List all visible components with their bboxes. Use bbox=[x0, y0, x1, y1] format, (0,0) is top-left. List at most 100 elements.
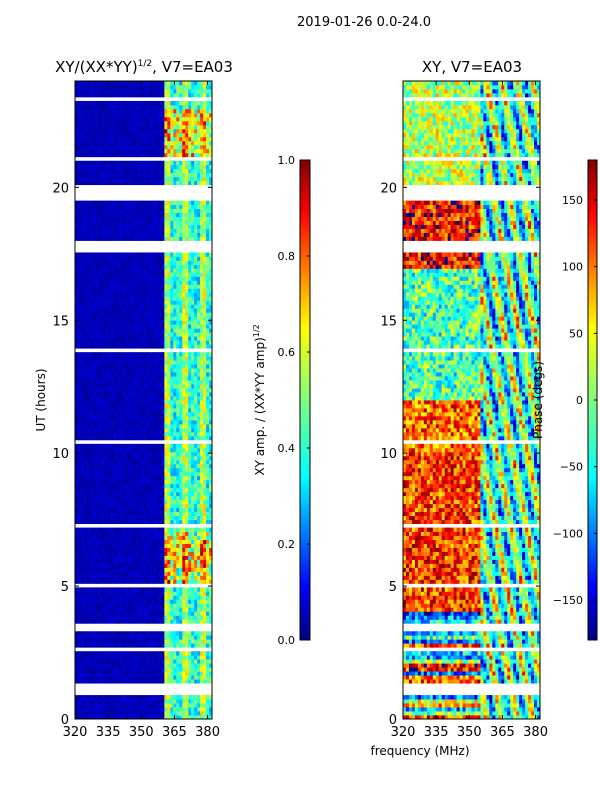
heat-cell bbox=[206, 316, 210, 321]
heat-cell bbox=[176, 435, 180, 441]
heat-cell bbox=[86, 571, 91, 576]
heat-cell bbox=[92, 296, 97, 301]
heat-cell bbox=[200, 376, 204, 381]
heat-cell bbox=[182, 380, 186, 385]
heat-cell bbox=[173, 707, 177, 712]
heat-cell bbox=[104, 356, 109, 361]
heat-cell bbox=[86, 503, 91, 509]
heat-cell bbox=[128, 563, 132, 568]
heat-cell bbox=[197, 615, 201, 620]
heat-cell bbox=[131, 511, 135, 517]
heat-cell bbox=[191, 455, 195, 461]
heat-cell bbox=[209, 475, 212, 481]
heat-cell bbox=[140, 539, 144, 544]
heat-cell bbox=[101, 419, 106, 425]
heat-cell bbox=[122, 411, 127, 417]
heat-cell bbox=[75, 595, 79, 600]
heat-cell bbox=[89, 611, 94, 616]
heat-cell bbox=[173, 563, 177, 568]
heat-cell bbox=[149, 599, 153, 604]
heat-cell bbox=[113, 599, 118, 604]
heat-cell bbox=[83, 587, 88, 592]
heat-cell bbox=[152, 455, 156, 461]
heat-cell bbox=[209, 611, 212, 616]
heat-cell bbox=[146, 483, 150, 489]
heat-cell bbox=[134, 236, 138, 241]
heat-cell bbox=[161, 364, 165, 369]
heat-cell bbox=[146, 643, 150, 648]
heat-cell bbox=[191, 292, 195, 297]
heat-cell bbox=[182, 336, 186, 341]
heat-cell bbox=[143, 264, 147, 269]
heat-cell bbox=[206, 272, 210, 277]
heat-cell bbox=[92, 324, 97, 329]
heat-cell bbox=[110, 567, 115, 572]
heat-cell bbox=[185, 236, 189, 241]
heat-cell bbox=[146, 296, 150, 301]
heat-cell bbox=[119, 308, 124, 313]
heat-cell bbox=[203, 655, 207, 660]
heat-cell bbox=[95, 495, 100, 501]
heat-cell bbox=[161, 268, 165, 273]
heat-cell bbox=[75, 503, 79, 509]
heat-cell bbox=[200, 316, 204, 321]
heat-cell bbox=[92, 571, 97, 576]
heat-cell bbox=[191, 447, 195, 453]
heat-cell bbox=[197, 499, 201, 505]
heat-cell bbox=[143, 328, 147, 333]
heat-cell bbox=[77, 368, 82, 373]
heat-cell bbox=[146, 707, 150, 712]
heat-cell bbox=[146, 711, 150, 716]
heat-cell bbox=[143, 256, 147, 261]
heat-cell bbox=[206, 571, 210, 576]
heat-cell bbox=[140, 607, 144, 612]
heat-cell bbox=[113, 332, 118, 337]
heat-cell bbox=[176, 531, 180, 536]
heat-cell bbox=[92, 487, 97, 493]
heat-cell bbox=[188, 403, 192, 409]
heat-cell bbox=[209, 396, 212, 401]
heat-cell bbox=[125, 487, 130, 493]
heat-cell bbox=[86, 635, 91, 640]
heat-cell bbox=[75, 483, 79, 489]
heat-cell bbox=[173, 667, 177, 672]
heat-cell bbox=[203, 288, 207, 293]
heat-cell bbox=[182, 455, 186, 461]
heat-cell bbox=[89, 659, 94, 664]
heat-cell bbox=[98, 507, 103, 513]
heat-cell bbox=[86, 415, 91, 421]
heat-cell bbox=[137, 527, 141, 532]
heat-cell bbox=[185, 667, 189, 672]
heat-cell bbox=[137, 304, 141, 309]
heat-cell bbox=[158, 451, 162, 457]
heat-cell bbox=[185, 663, 189, 668]
heat-cell bbox=[92, 635, 97, 640]
heat-cell bbox=[137, 599, 141, 604]
heat-cell bbox=[182, 479, 186, 485]
heat-cell bbox=[137, 659, 141, 664]
heat-cell bbox=[206, 332, 210, 337]
heat-cell bbox=[143, 340, 147, 345]
heat-cell bbox=[203, 483, 207, 489]
heat-cell bbox=[83, 300, 88, 305]
heat-cell bbox=[146, 463, 150, 469]
heat-cell bbox=[188, 591, 192, 596]
heat-cell bbox=[191, 515, 195, 521]
heat-cell bbox=[116, 515, 121, 521]
heat-cell bbox=[176, 651, 180, 656]
heat-cell bbox=[164, 292, 168, 297]
heat-cell bbox=[200, 431, 204, 437]
heat-cell bbox=[83, 435, 88, 441]
heat-cell bbox=[197, 599, 201, 604]
heat-cell bbox=[107, 643, 112, 648]
heat-cell bbox=[173, 396, 177, 401]
heat-cell bbox=[173, 547, 177, 552]
heat-cell bbox=[83, 272, 88, 277]
heat-cell bbox=[134, 451, 138, 457]
heat-cell bbox=[152, 304, 156, 309]
heat-cell bbox=[98, 591, 103, 596]
heat-cell bbox=[152, 595, 156, 600]
heat-cell bbox=[86, 679, 91, 684]
heat-cell bbox=[98, 320, 103, 325]
heat-cell bbox=[125, 427, 130, 433]
